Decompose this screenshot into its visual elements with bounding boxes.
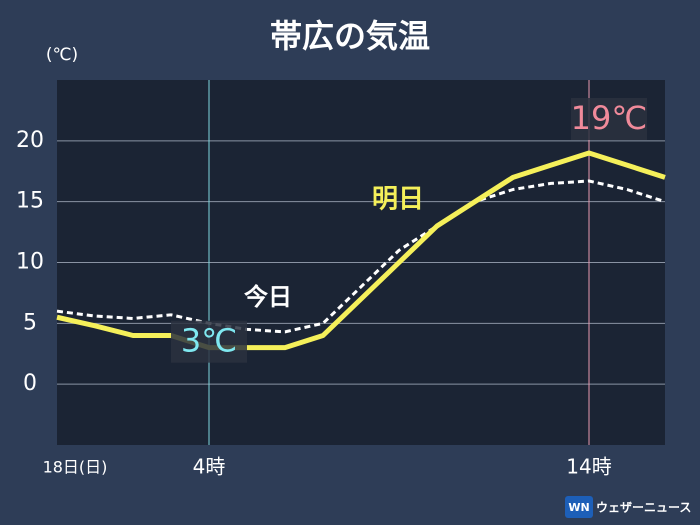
y-tick-label: 15 — [16, 189, 44, 214]
value-label: 19℃ — [571, 99, 648, 137]
x-tick-label: 18日(日) — [43, 458, 108, 477]
y-tick-label: 20 — [16, 128, 44, 153]
series-line — [56, 179, 666, 334]
value-label-bg — [571, 98, 647, 140]
x-tick-label: 4時 — [193, 455, 226, 479]
y-tick-label: 5 — [23, 310, 37, 335]
brand-mark: WN — [568, 501, 589, 514]
series-line — [56, 150, 666, 351]
y-unit: (℃) — [46, 45, 78, 65]
y-tick-label: 10 — [16, 250, 44, 275]
y-tick-label: 0 — [23, 371, 37, 396]
chart-title: 帯広の気温 — [270, 17, 430, 55]
value-label-bg — [171, 320, 247, 363]
x-tick-label: 14時 — [566, 455, 611, 479]
brand-logo — [565, 496, 593, 518]
value-label: 3℃ — [181, 322, 237, 360]
series-label: 今日 — [244, 283, 292, 311]
brand-name: ウェザーニュース — [596, 501, 691, 515]
series-label: 明日 — [372, 185, 424, 215]
